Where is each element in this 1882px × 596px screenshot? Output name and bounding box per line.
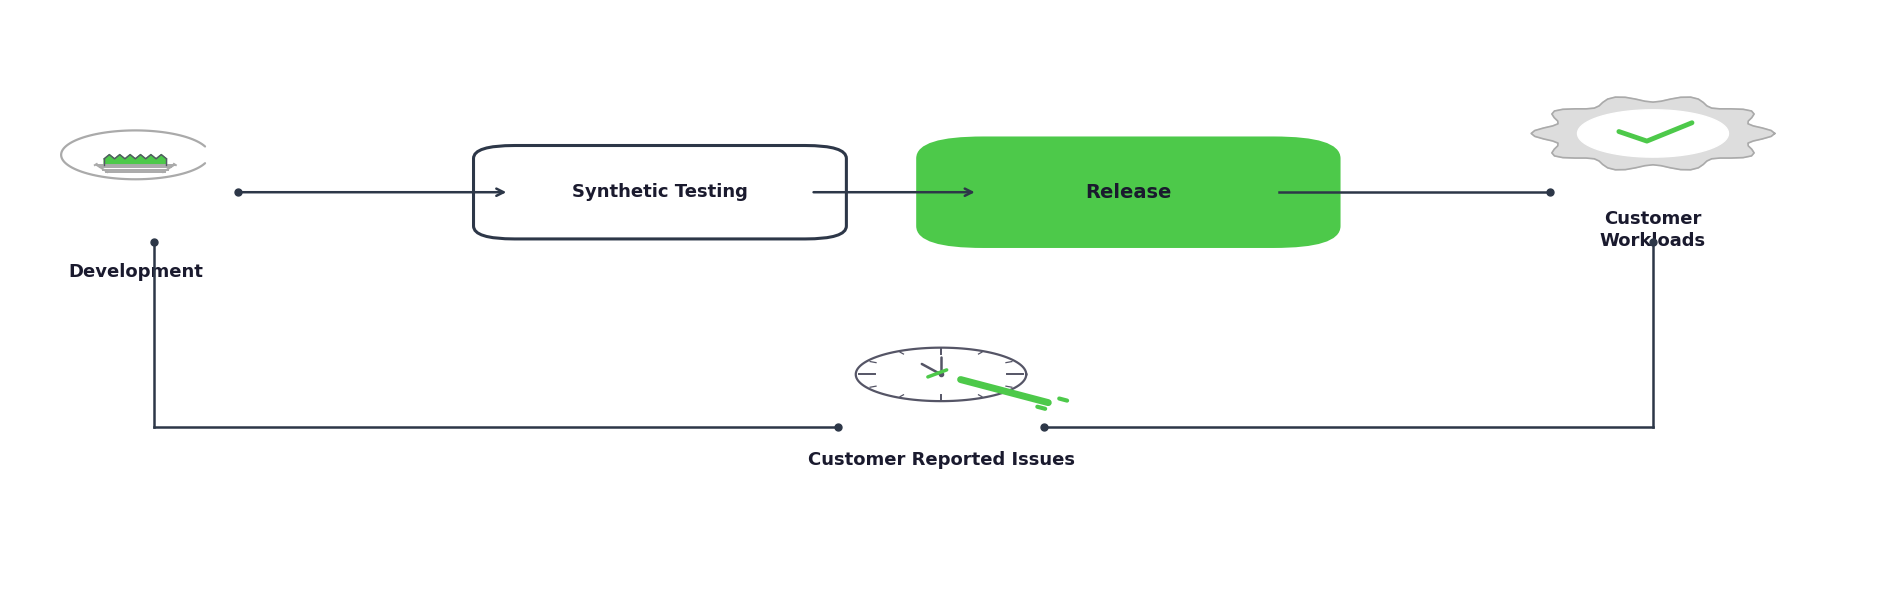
Text: Customer Reported Issues: Customer Reported Issues	[807, 451, 1075, 469]
Text: Customer
Workloads: Customer Workloads	[1600, 210, 1707, 250]
FancyBboxPatch shape	[474, 145, 847, 239]
Text: Synthetic Testing: Synthetic Testing	[572, 183, 747, 201]
Polygon shape	[62, 131, 209, 179]
Polygon shape	[856, 347, 1026, 401]
Text: Release: Release	[1086, 183, 1172, 201]
Polygon shape	[1577, 110, 1728, 157]
Text: Development: Development	[68, 263, 203, 281]
Polygon shape	[104, 154, 166, 165]
FancyBboxPatch shape	[918, 138, 1340, 247]
Polygon shape	[1532, 97, 1775, 170]
